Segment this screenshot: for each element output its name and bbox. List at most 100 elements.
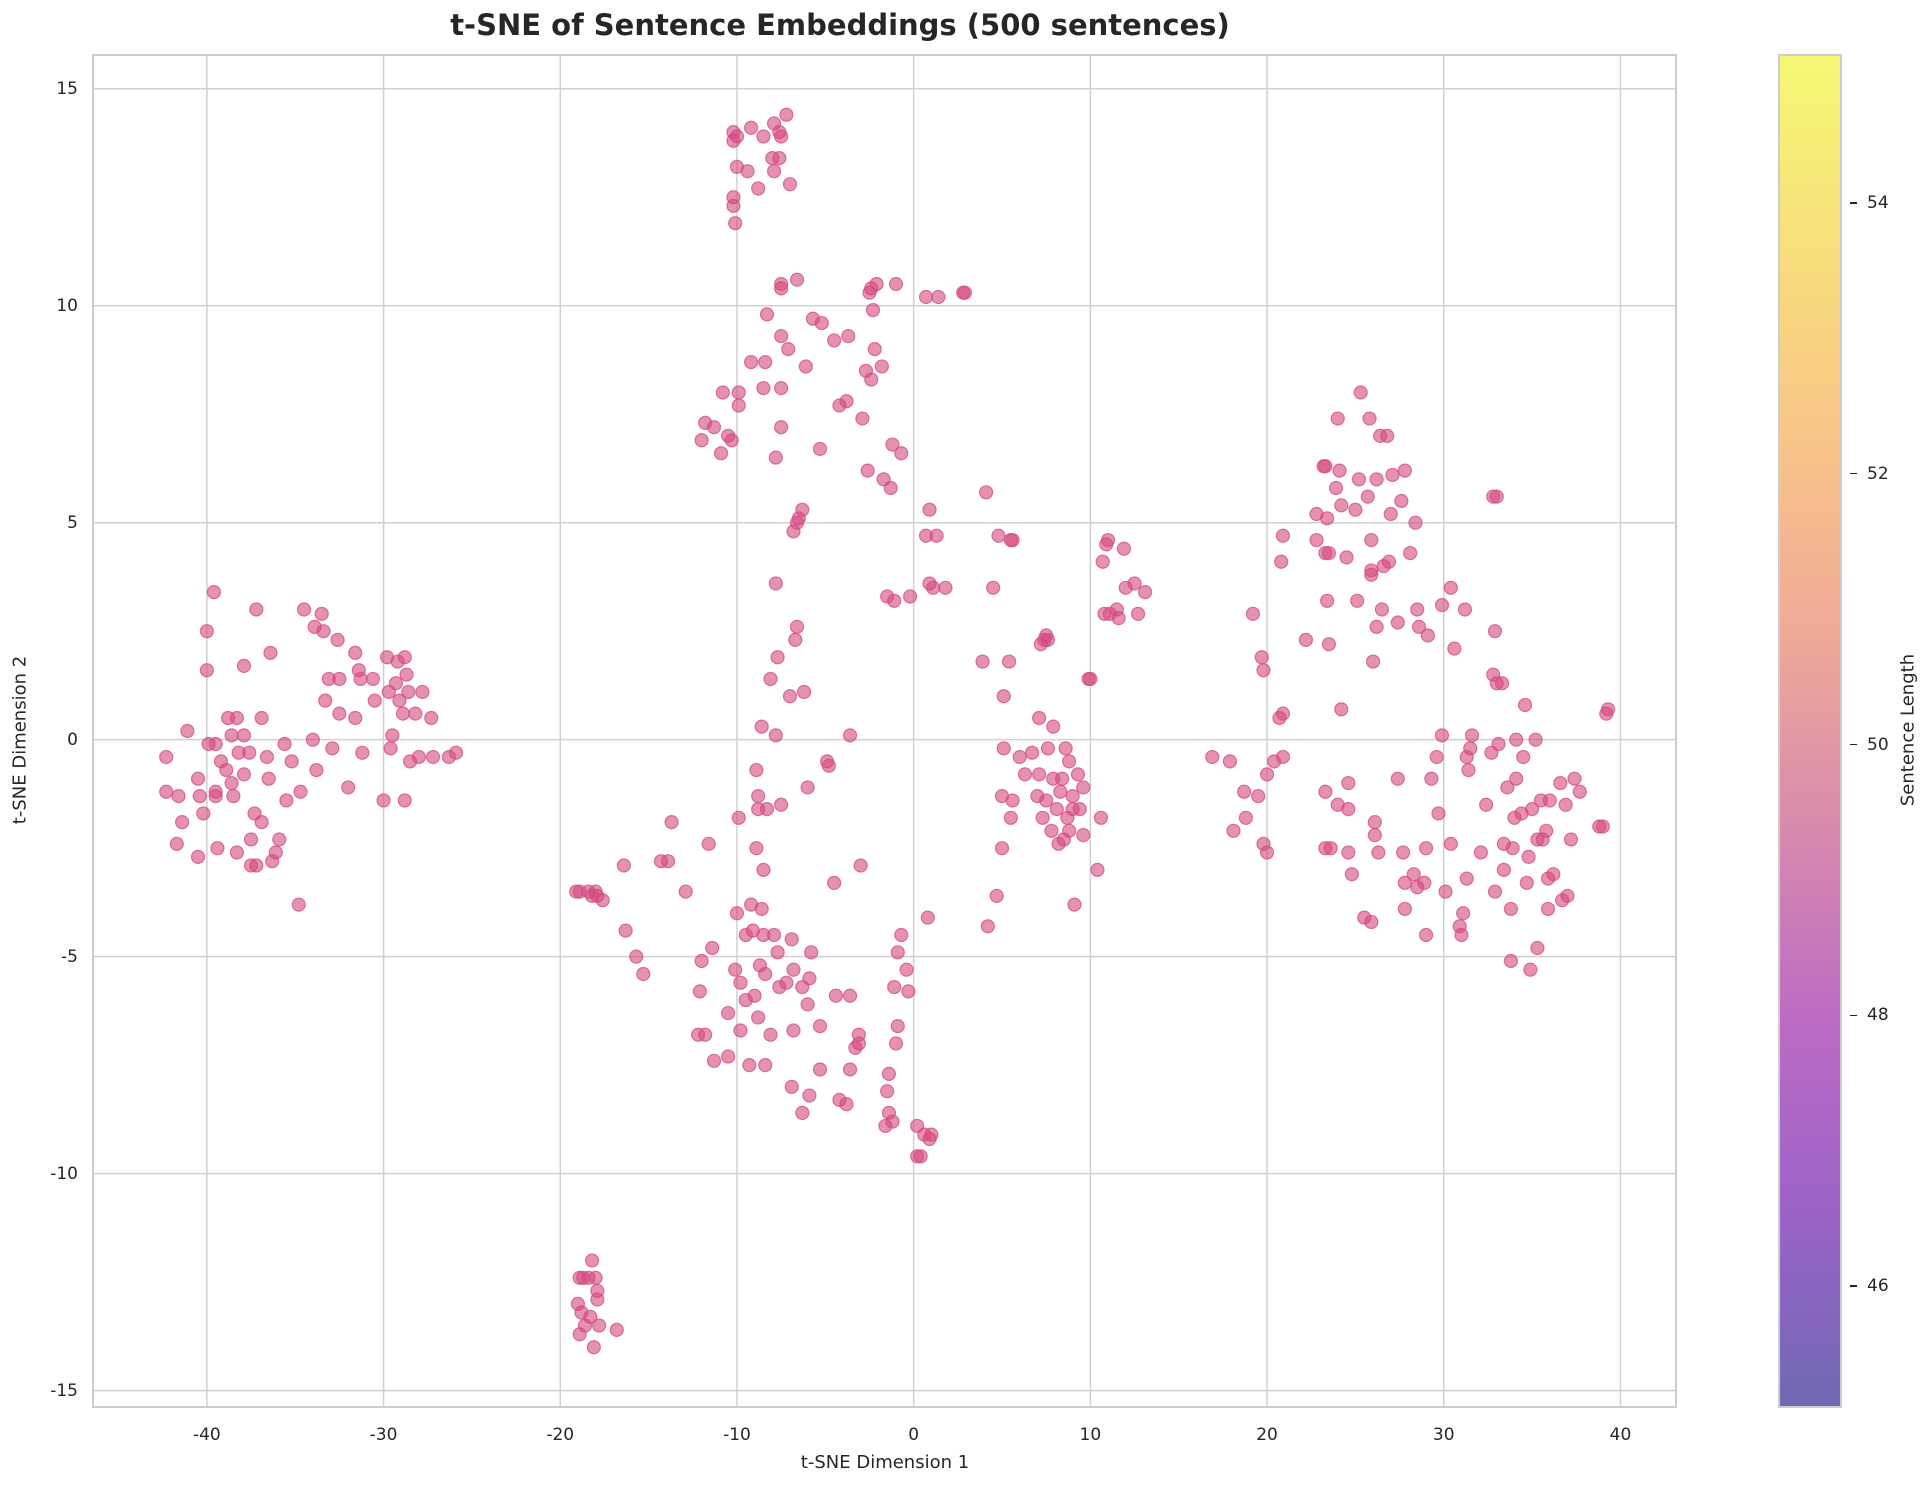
data-point	[994, 788, 1010, 804]
data-point	[1351, 472, 1367, 487]
data-point	[980, 919, 995, 934]
data-point	[1516, 749, 1531, 765]
data-point	[1530, 940, 1545, 956]
data-point	[749, 841, 764, 856]
data-point	[1238, 810, 1253, 825]
data-point	[869, 276, 884, 292]
data-point	[1540, 901, 1556, 917]
data-point	[1473, 845, 1488, 860]
data-point	[1067, 897, 1082, 912]
data-point	[1323, 841, 1338, 856]
data-point	[802, 971, 817, 986]
data-point	[590, 1292, 605, 1307]
data-point	[692, 984, 707, 999]
data-point	[318, 693, 333, 708]
data-point	[756, 381, 771, 396]
data-point	[1420, 628, 1435, 643]
data-point	[159, 784, 174, 799]
data-point	[1500, 780, 1515, 795]
data-point	[1226, 823, 1241, 838]
data-point	[996, 741, 1011, 756]
data-point	[408, 706, 423, 721]
data-point	[800, 997, 815, 1012]
data-point	[330, 632, 345, 647]
data-point	[733, 1023, 748, 1038]
data-point	[874, 359, 889, 374]
data-point	[1049, 802, 1064, 817]
data-point	[1251, 788, 1266, 804]
data-point	[1434, 728, 1450, 743]
data-point	[1334, 498, 1349, 513]
data-point	[316, 624, 331, 639]
data-point	[729, 906, 745, 921]
data-point	[210, 841, 225, 856]
data-point	[586, 1340, 601, 1355]
data-point	[1463, 741, 1478, 756]
data-point	[901, 984, 916, 999]
data-point	[261, 771, 276, 786]
x-axis-label: t-SNE Dimension 1	[800, 1452, 970, 1473]
data-point	[1503, 953, 1519, 969]
x-tick-label: 0	[908, 1425, 920, 1445]
data-point	[1457, 602, 1473, 617]
data-point	[1100, 532, 1116, 548]
data-point	[758, 966, 773, 982]
data-point	[786, 962, 801, 977]
data-point	[763, 1027, 778, 1042]
data-point	[1429, 749, 1444, 765]
y-tick-label: -10	[50, 1163, 78, 1184]
data-point	[660, 854, 676, 869]
data-point	[768, 450, 783, 465]
data-point	[1321, 637, 1337, 652]
data-point	[1487, 884, 1503, 899]
data-point	[592, 1318, 607, 1333]
data-point	[1509, 771, 1524, 786]
data-point	[388, 676, 404, 691]
data-point	[1396, 845, 1411, 860]
chart-title: t-SNE of Sentence Embeddings (500 senten…	[450, 8, 1230, 42]
data-point	[1320, 593, 1335, 608]
data-point	[721, 1005, 736, 1021]
data-point	[890, 1019, 905, 1034]
data-point	[190, 771, 206, 786]
data-point	[860, 463, 875, 478]
data-point	[1003, 810, 1018, 825]
colorbar-tick-label: 52	[1850, 464, 1889, 484]
data-point	[786, 524, 801, 539]
data-point	[365, 671, 381, 687]
data-point	[1320, 511, 1335, 526]
data-point	[922, 502, 937, 517]
data-point	[392, 693, 407, 708]
data-point	[190, 849, 206, 864]
data-point	[367, 693, 382, 708]
data-point	[196, 806, 211, 821]
data-point	[885, 437, 900, 452]
data-point	[770, 650, 785, 665]
data-point	[1072, 802, 1087, 817]
data-point	[1364, 532, 1379, 548]
data-point	[731, 810, 746, 825]
data-point	[756, 129, 771, 144]
data-point	[1528, 732, 1543, 747]
data-point	[224, 775, 239, 791]
data-point	[385, 728, 400, 743]
data-point	[800, 780, 815, 795]
data-point	[924, 1127, 939, 1142]
data-point	[1003, 532, 1018, 548]
data-point	[1438, 884, 1453, 899]
data-point	[397, 793, 412, 808]
data-point	[1491, 736, 1506, 752]
data-point	[821, 758, 836, 773]
data-point	[698, 1027, 713, 1042]
y-tick-label: 15	[56, 78, 78, 99]
data-point	[731, 398, 746, 413]
data-point	[249, 858, 264, 873]
data-point	[788, 632, 803, 647]
x-tick-label: 30	[1432, 1425, 1455, 1445]
data-point	[1487, 624, 1503, 639]
data-point	[1127, 576, 1142, 591]
data-point	[1111, 611, 1126, 626]
data-point	[828, 988, 844, 1003]
data-point	[1341, 775, 1356, 791]
data-point	[618, 923, 633, 938]
